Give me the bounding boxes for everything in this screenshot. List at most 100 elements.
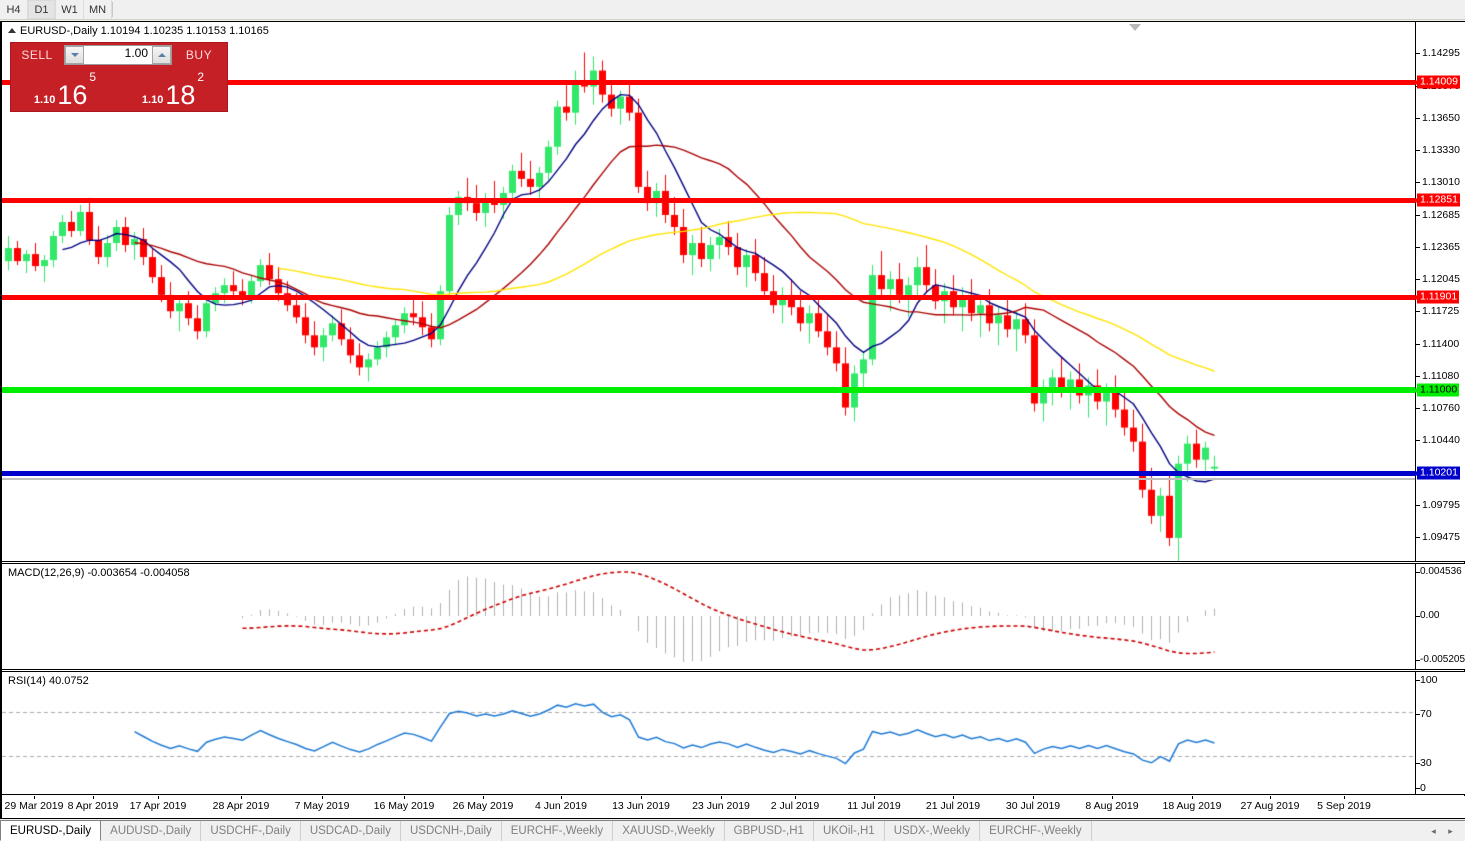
volume-stepper[interactable]: 1.00 [64, 45, 172, 65]
sell-price-fraction: 5 [89, 70, 97, 84]
buy-button[interactable]: BUY [185, 48, 213, 62]
date-axis-label: 4 Jun 2019 [535, 800, 587, 812]
collapse-arrow-icon[interactable] [8, 28, 16, 33]
volume-input[interactable]: 1.00 [84, 46, 152, 64]
timeframe-toolbar: H4 D1 W1 MN [0, 0, 1465, 20]
price-plot-area[interactable]: EURUSD-,Daily 1.10194 1.10235 1.10153 1.… [2, 22, 1415, 561]
chart-tab-4[interactable]: USDCNH-,Daily [401, 821, 502, 841]
rsi-axis-label: 30 [1420, 757, 1432, 769]
price-axis-tick [1416, 150, 1420, 151]
price-axis-label: 1.13650 [1422, 112, 1460, 124]
tab-scroll-right-button[interactable]: ▸ [1448, 825, 1453, 836]
date-axis-tick [795, 796, 796, 799]
macd-axis-tick [1416, 616, 1420, 617]
price-axis-tick [1416, 311, 1420, 312]
date-axis-label: 26 May 2019 [452, 800, 514, 812]
timeframe-button-mn[interactable]: MN [84, 0, 112, 19]
price-axis-label: 1.12045 [1422, 273, 1460, 285]
price-axis-tick [1416, 505, 1420, 506]
date-axis-tick [561, 796, 562, 799]
resistance-line-1-12851[interactable] [2, 198, 1415, 203]
chart-window: EURUSD-,Daily 1.10194 1.10235 1.10153 1.… [0, 21, 1465, 819]
date-axis-tick [34, 796, 35, 799]
rsi-canvas [2, 672, 1415, 794]
date-axis-label: 23 Jun 2019 [692, 800, 750, 812]
volume-decrement-button[interactable] [65, 46, 84, 64]
current-price-line-1-10201[interactable] [2, 471, 1415, 476]
chart-tab-3[interactable]: USDCAD-,Daily [301, 821, 401, 841]
chart-tab-8[interactable]: UKOil-,H1 [814, 821, 885, 841]
chart-tab-6[interactable]: XAUUSD-,Weekly [613, 821, 725, 841]
rsi-axis-label: 70 [1420, 708, 1432, 720]
buy-price-fraction: 2 [197, 70, 205, 84]
resistance-line-1-11901[interactable] [2, 295, 1415, 300]
macd-plot-area[interactable]: MACD(12,26,9) -0.003654 -0.004058 [2, 564, 1415, 669]
resistance-line-1-14009[interactable] [2, 80, 1415, 85]
toolbar-separator [112, 2, 113, 17]
timeframe-button-d1[interactable]: D1 [28, 0, 56, 19]
current-price-tag-1-10201[interactable]: 1.10201 [1410, 466, 1460, 480]
timeframe-button-h4[interactable]: H4 [0, 0, 28, 19]
chart-tab-10[interactable]: EURCHF-,Weekly [980, 821, 1092, 841]
tab-spacer [1092, 821, 1425, 841]
date-axis-label: 11 Jul 2019 [847, 800, 901, 812]
date-axis[interactable]: 29 Mar 2019 8 Apr 2019 17 Apr 2019 28 Apr 2… [2, 796, 1415, 818]
chart-tab-1[interactable]: AUDUSD-,Daily [101, 821, 202, 841]
price-axis-label: 1.11400 [1422, 338, 1460, 350]
date-axis-tick [483, 796, 484, 799]
date-axis-label: 28 Apr 2019 [212, 800, 270, 812]
date-axis-tick [953, 796, 954, 799]
date-axis-tick [1270, 796, 1271, 799]
one-click-trading-panel[interactable]: SELL 1.00 BUY 1.10 16 5 [10, 42, 228, 112]
date-axis-label: 7 May 2019 [294, 800, 350, 812]
buy-price-display[interactable]: 1.10 18 2 [120, 67, 226, 111]
support-tag-1-11000[interactable]: 1.11000 [1410, 383, 1460, 397]
date-axis-pane: 29 Mar 2019 8 Apr 2019 17 Apr 2019 28 Apr 2… [2, 796, 1465, 818]
tab-scroll-controls: ◂ ▸ [1425, 821, 1465, 841]
chart-dropdown-marker-icon[interactable] [1129, 24, 1141, 31]
sell-price-display[interactable]: 1.10 16 5 [12, 67, 118, 111]
bid-line[interactable] [2, 478, 1415, 480]
price-axis-tick [1416, 118, 1420, 119]
rsi-axis-tick [1416, 788, 1420, 789]
sell-button[interactable]: SELL [21, 48, 53, 62]
resistance-tag-1-11901[interactable]: 1.11901 [1410, 290, 1460, 304]
rsi-axis-label: 0 [1420, 782, 1426, 794]
rsi-axis: 100 70 30 0 [1415, 672, 1465, 794]
chart-tab-5[interactable]: EURCHF-,Weekly [502, 821, 614, 841]
resistance-tag-1-14009[interactable]: 1.14009 [1410, 75, 1460, 89]
price-axis-label: 1.11080 [1422, 370, 1460, 382]
chart-tab-bar: EURUSD-,Daily AUDUSD-,Daily USDCHF-,Daily U… [0, 820, 1465, 841]
chart-tab-9[interactable]: USDX-,Weekly [885, 821, 981, 841]
price-tag-pointer [1410, 388, 1417, 392]
price-axis-label: 1.09795 [1422, 499, 1460, 511]
date-axis-label: 30 Jul 2019 [1005, 800, 1061, 812]
price-axis-label: 1.12365 [1422, 241, 1460, 253]
price-axis-tick [1416, 182, 1420, 183]
date-axis-label: 8 Apr 2019 [67, 800, 119, 812]
date-axis-tick [641, 796, 642, 799]
macd-axis-label: 0.004536 [1420, 566, 1462, 577]
date-axis-tick [93, 796, 94, 799]
price-pane: EURUSD-,Daily 1.10194 1.10235 1.10153 1.… [2, 22, 1465, 574]
chart-tab-2[interactable]: USDCHF-,Daily [201, 821, 301, 841]
volume-increment-button[interactable] [152, 46, 171, 64]
rsi-axis-label: 100 [1420, 674, 1438, 686]
price-axis-label: 1.13010 [1422, 176, 1460, 188]
chart-tab-0[interactable]: EURUSD-,Daily [0, 820, 102, 841]
macd-axis-tick [1416, 660, 1420, 661]
price-tag-pointer [1410, 295, 1417, 299]
price-axis-label: 1.13330 [1422, 144, 1460, 156]
price-axis[interactable]: 1.142951.139701.136501.133301.130101.126… [1410, 22, 1465, 574]
timeframe-button-w1[interactable]: W1 [56, 0, 84, 19]
chevron-up-icon [157, 53, 166, 57]
tab-scroll-left-button[interactable]: ◂ [1431, 825, 1436, 836]
chart-tab-7[interactable]: GBPUSD-,H1 [725, 821, 814, 841]
one-click-trading-header: SELL 1.00 BUY [11, 43, 227, 67]
price-axis-tick [1416, 215, 1420, 216]
support-line-1-11000[interactable] [2, 387, 1415, 393]
resistance-tag-1-12851[interactable]: 1.12851 [1410, 193, 1460, 207]
price-tag-pointer [1410, 80, 1417, 84]
price-axis-label: 1.14295 [1422, 47, 1460, 59]
rsi-plot-area[interactable]: RSI(14) 40.0752 [2, 672, 1415, 794]
